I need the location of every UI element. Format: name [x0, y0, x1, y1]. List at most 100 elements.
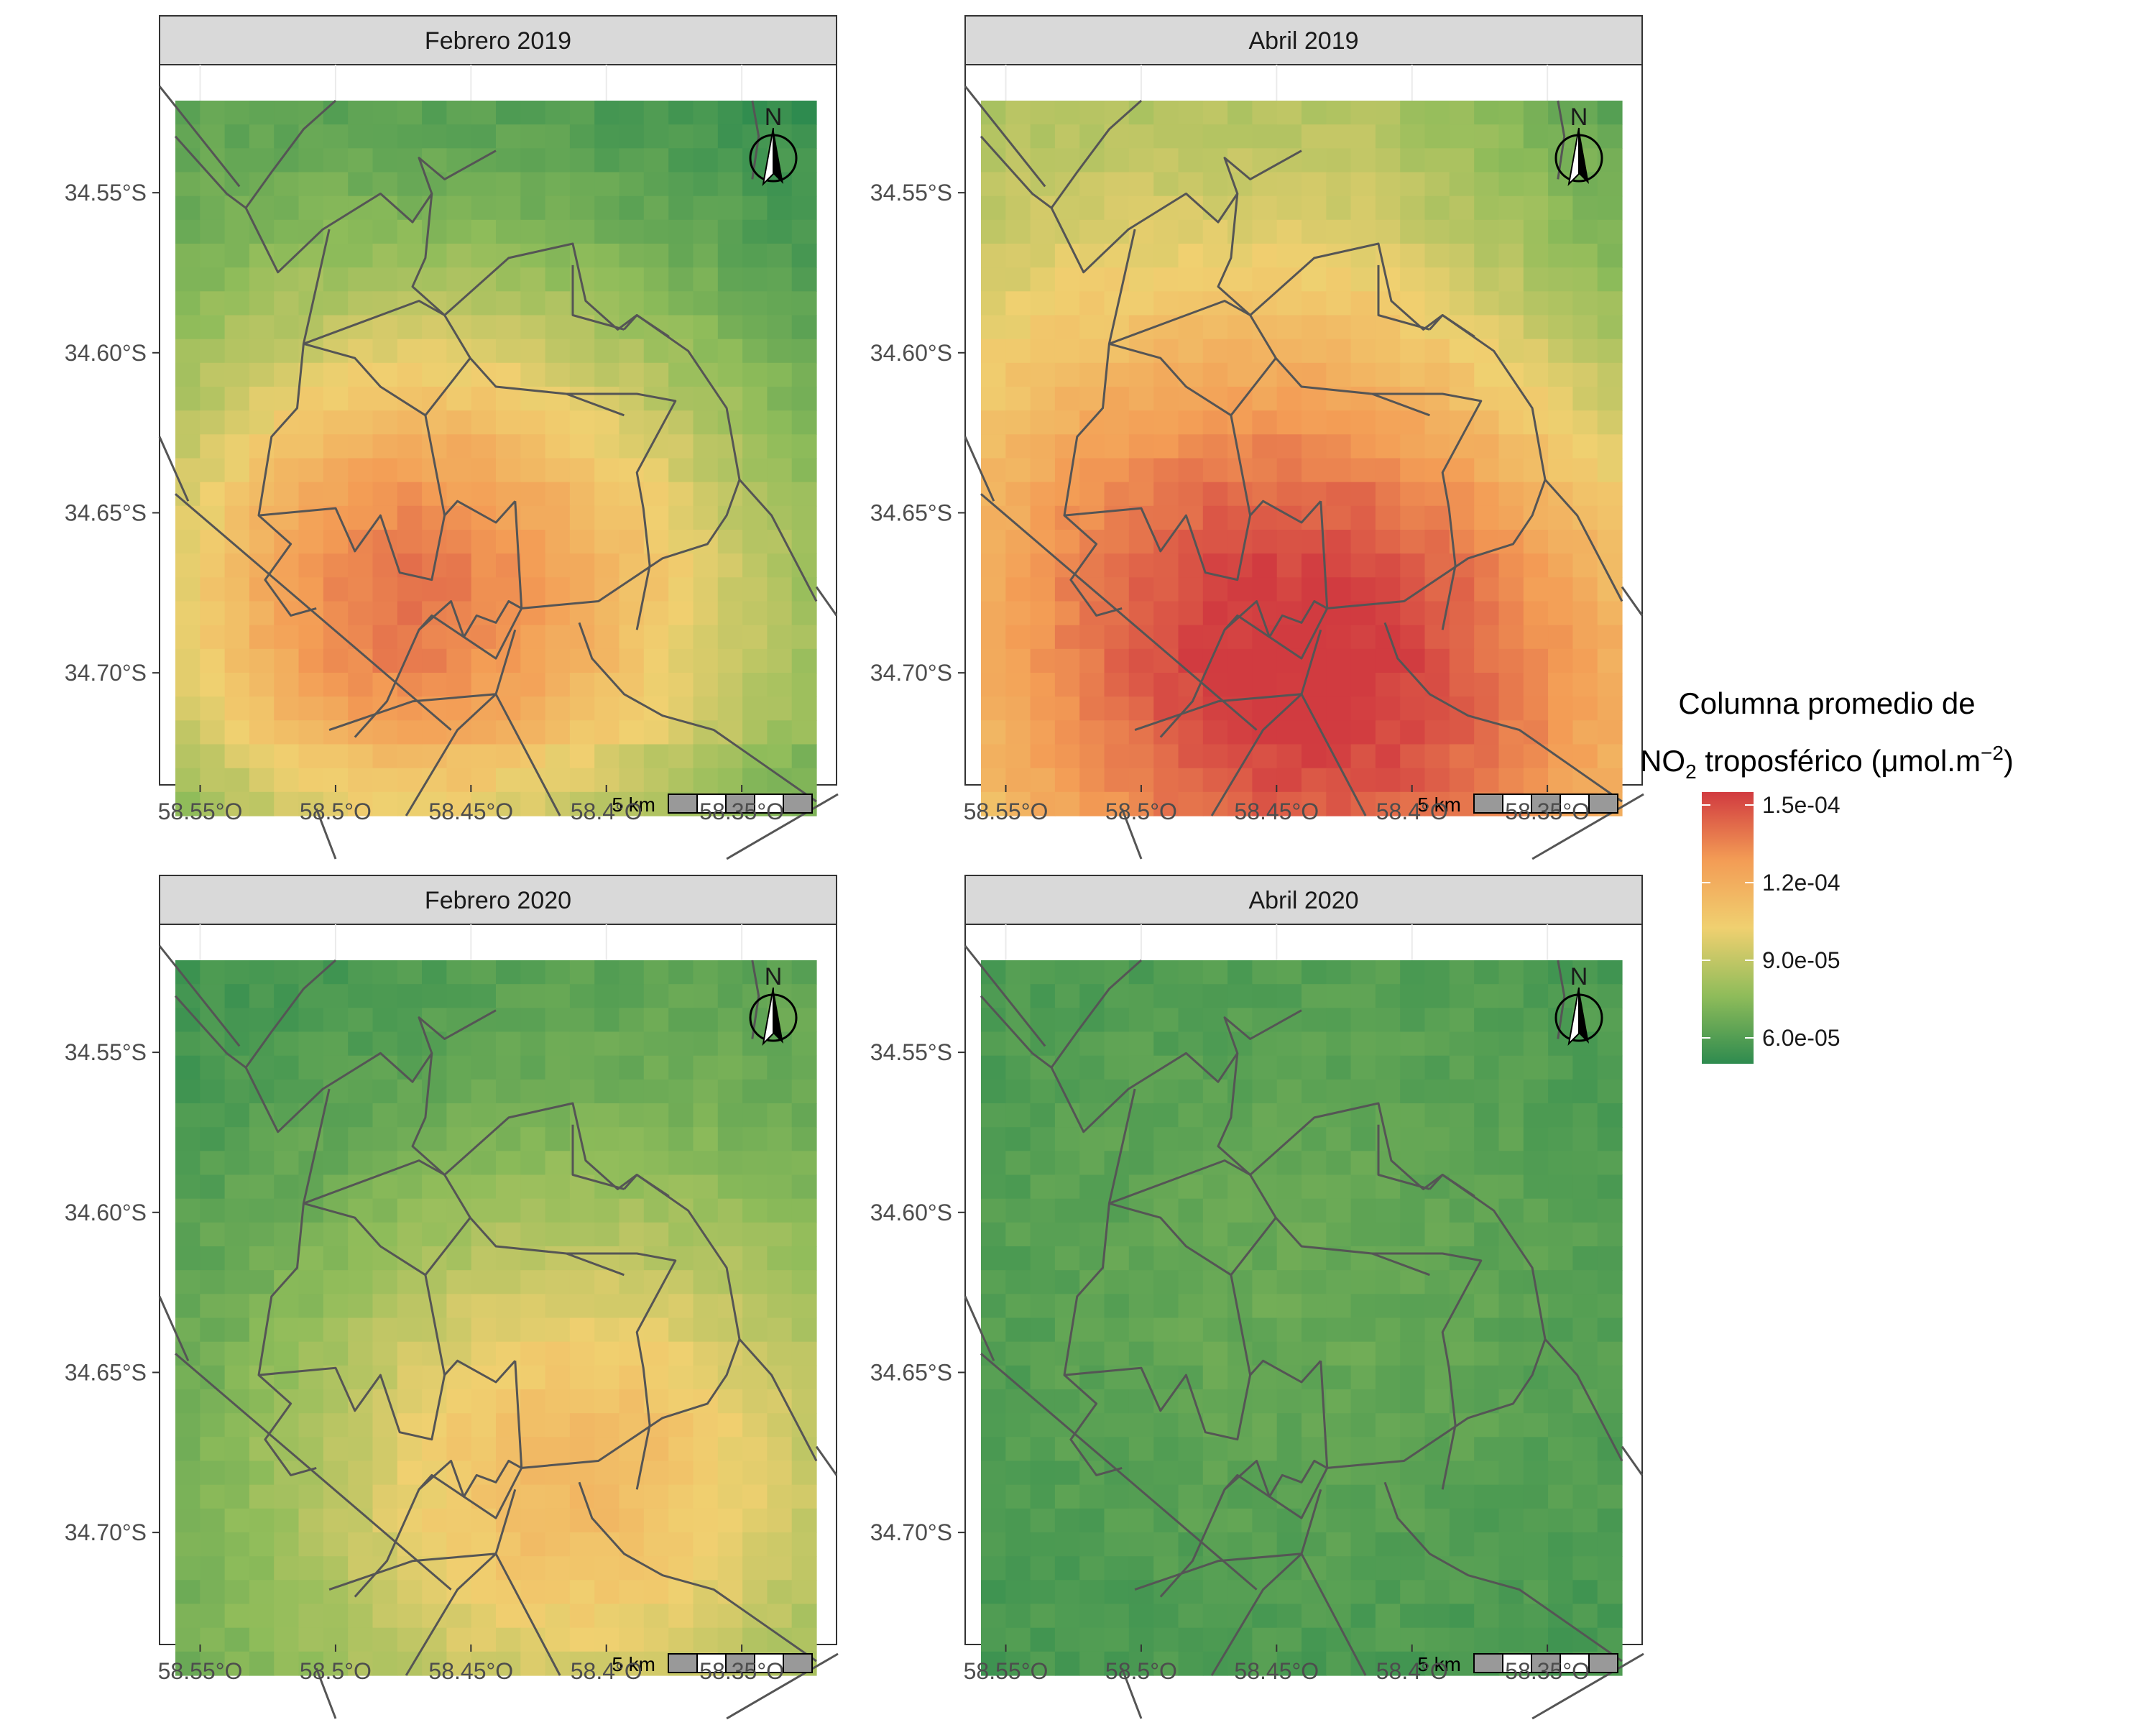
heatmap-cell: [545, 577, 571, 602]
heatmap-cell: [1375, 1460, 1401, 1486]
heatmap-cell: [1079, 1174, 1105, 1200]
heatmap-cell: [298, 196, 324, 221]
heatmap-cell: [981, 768, 1006, 793]
heatmap-cell: [1202, 219, 1228, 244]
heatmap-cell: [422, 124, 447, 149]
heatmap-cell: [372, 577, 398, 602]
heatmap-cell: [569, 1437, 595, 1462]
heatmap-cell: [569, 960, 595, 985]
heatmap-cell: [1597, 124, 1623, 149]
heatmap-cell: [742, 1246, 768, 1271]
boundary-line: [244, 1009, 497, 1133]
heatmap-cell: [1153, 1580, 1179, 1605]
heatmap-cell: [298, 696, 324, 721]
heatmap-cell: [1350, 362, 1376, 387]
heatmap-cell: [1498, 267, 1524, 292]
heatmap-cell: [224, 1437, 250, 1462]
heatmap-cell: [1030, 1151, 1056, 1176]
heatmap-cell: [1227, 315, 1253, 340]
heatmap-cell: [1400, 1031, 1426, 1057]
heatmap-cell: [767, 553, 793, 578]
heatmap-cell: [1054, 1532, 1080, 1557]
heatmap-cell: [1128, 530, 1154, 554]
heatmap-cell: [1079, 1341, 1105, 1366]
heatmap-cell: [1276, 1174, 1302, 1200]
heatmap-cell: [1572, 1270, 1598, 1294]
heatmap-cell: [668, 196, 694, 221]
heatmap-cell: [981, 1604, 1006, 1629]
heatmap-cell: [545, 101, 571, 125]
heatmap-cell: [200, 1151, 226, 1176]
heatmap-cell: [471, 1031, 497, 1057]
heatmap-cell: [1548, 1103, 1573, 1128]
boundary-line: [1050, 1009, 1302, 1133]
x-tick-label: 58.5°O: [300, 799, 372, 824]
heatmap-cell: [1449, 482, 1475, 507]
heatmap-cell: [200, 1103, 226, 1128]
heatmap-cell: [1252, 1317, 1278, 1343]
heatmap-cell: [1449, 1341, 1475, 1366]
heatmap-cell: [1054, 1389, 1080, 1414]
heatmap-cell: [520, 1413, 546, 1438]
heatmap-cell: [1178, 984, 1204, 1008]
heatmap-cell: [1424, 1127, 1450, 1151]
heatmap-cell: [1523, 1246, 1549, 1271]
heatmap-cell: [791, 1365, 817, 1390]
y-tick-label: 34.60°S: [65, 1200, 147, 1225]
heatmap-cell: [742, 387, 768, 411]
heatmap-cell: [767, 315, 793, 340]
heatmap-cell: [1350, 101, 1376, 125]
heatmap-cell: [668, 244, 694, 268]
heatmap-cell: [791, 577, 817, 602]
heatmap-cell: [1276, 1246, 1302, 1271]
heatmap-cell: [446, 530, 472, 554]
heatmap-cell: [791, 1437, 817, 1462]
heatmap-cell: [397, 196, 423, 221]
heatmap-cell: [348, 1246, 374, 1271]
heatmap-cell: [1005, 124, 1031, 149]
heatmap-cell: [1572, 362, 1598, 387]
heatmap-cell: [1302, 577, 1327, 602]
heatmap-cell: [446, 101, 472, 125]
boundary-line: [623, 314, 670, 338]
heatmap-cell: [1597, 362, 1623, 387]
heatmap-cell: [1276, 960, 1302, 985]
heatmap-cell: [1005, 1127, 1031, 1151]
y-tick-label: 34.55°S: [65, 180, 147, 206]
heatmap-cell: [1572, 339, 1598, 364]
heatmap-cell: [545, 315, 571, 340]
heatmap-cell: [1523, 1031, 1549, 1057]
heatmap-cell: [1054, 1246, 1080, 1271]
heatmap-cell: [1202, 315, 1228, 340]
heatmap-cell: [1326, 1079, 1352, 1104]
heatmap-cell: [1128, 124, 1154, 149]
heatmap-cell: [717, 148, 743, 173]
heatmap-cell: [372, 1627, 398, 1652]
heatmap-cell: [348, 1270, 374, 1294]
heatmap-cell: [1326, 101, 1352, 125]
heatmap-cell: [742, 1389, 768, 1414]
heatmap-cell: [643, 458, 669, 483]
heatmap-cell: [323, 744, 349, 769]
heatmap-cell: [323, 530, 349, 554]
heatmap-cell: [1350, 482, 1376, 507]
heatmap-cell: [569, 1151, 595, 1176]
heatmap-cell: [422, 339, 447, 364]
heatmap-cell: [1202, 1079, 1228, 1104]
heatmap-cell: [1153, 1437, 1179, 1462]
heatmap-cell: [200, 267, 226, 292]
heatmap-cell: [1227, 1604, 1253, 1629]
heatmap-cell: [1178, 791, 1204, 816]
heatmap-cell: [1252, 1079, 1278, 1104]
heatmap-cell: [545, 219, 571, 244]
heatmap-cell: [175, 530, 201, 554]
heatmap-cell: [1104, 673, 1130, 697]
heatmap-cell: [1030, 505, 1056, 530]
heatmap-cell: [545, 196, 571, 221]
heatmap-cell: [1153, 1031, 1179, 1057]
x-tick-label: 58.55°O: [158, 1658, 243, 1684]
heatmap-cell: [520, 530, 546, 554]
heatmap-cell: [496, 291, 521, 316]
heatmap-cell: [594, 601, 620, 626]
heatmap-cell: [1400, 124, 1426, 149]
